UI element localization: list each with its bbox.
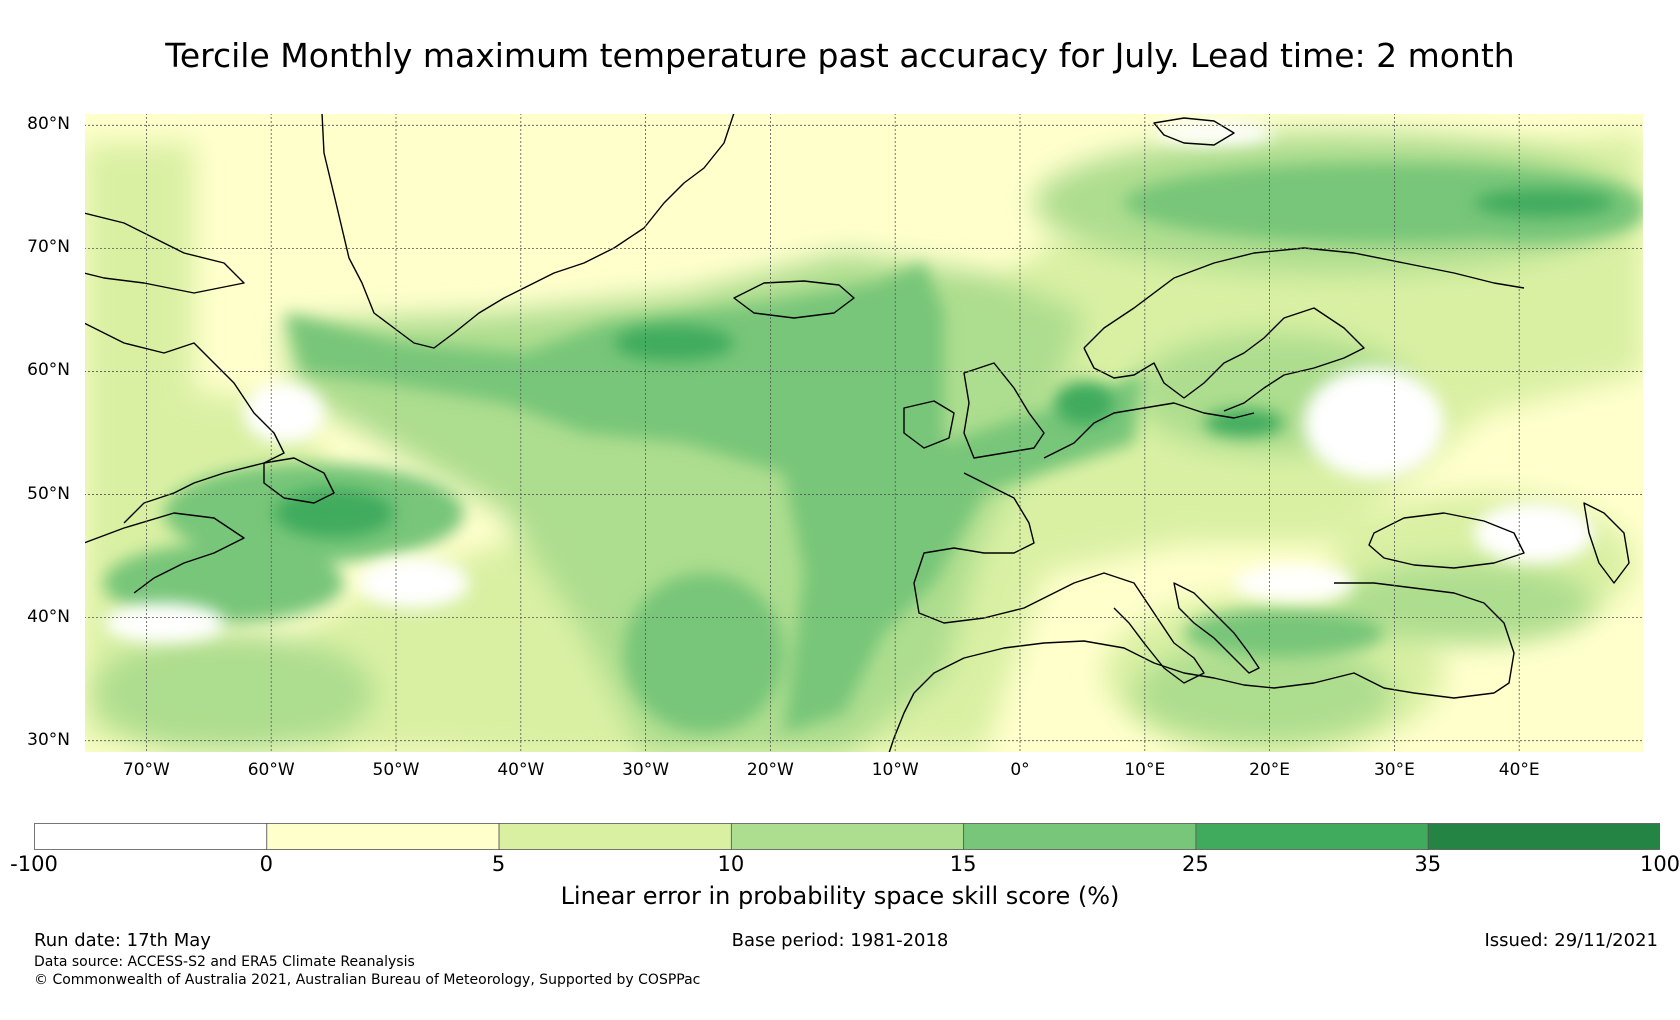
skill-field-negative: [104, 121, 1594, 643]
skill-score-map: [84, 113, 1644, 753]
latitude-label: 70°N: [27, 237, 70, 258]
longitude-label: 70°W: [122, 760, 170, 780]
colorbar-tick-label: 15: [949, 852, 977, 876]
latitude-label: 30°N: [27, 729, 70, 750]
colorbar-cell: [1427, 823, 1660, 850]
europe-coast: [913, 402, 1255, 684]
nova-scotia-coast: [84, 512, 245, 594]
ireland-coast: [903, 400, 955, 449]
colorbar-cell: [1195, 823, 1429, 850]
longitude-label: 40°E: [1498, 760, 1540, 780]
data-source: Data source: ACCESS-S2 and ERA5 Climate …: [34, 954, 415, 970]
latitude-label: 80°N: [27, 114, 70, 135]
longitude-label: 60°W: [247, 760, 295, 780]
latitude-label: 60°N: [27, 360, 70, 381]
graticule: [84, 113, 1644, 753]
map-frame: [84, 113, 1644, 753]
iceland-coast: [733, 280, 855, 319]
colorbar-cell: [498, 823, 732, 850]
longitude-label: 20°E: [1249, 760, 1291, 780]
colorbar-tick-label: 10: [717, 852, 745, 876]
labrador-coast: [84, 322, 285, 524]
colorbar-cell: [963, 823, 1197, 850]
colorbar-tick-label: 100: [1639, 852, 1680, 876]
colorbar-cell: [266, 823, 500, 850]
newfoundland-coast: [263, 457, 335, 504]
longitude-label: 50°W: [372, 760, 420, 780]
colorbar-label: Linear error in probability space skill …: [560, 882, 1120, 910]
map-title: Tercile Monthly maximum temperature past…: [165, 36, 1515, 75]
colorbar-tick-label: 5: [491, 852, 506, 876]
black-sea-coast: [1368, 512, 1525, 569]
latitude-label: 50°N: [27, 483, 70, 504]
longitude-label: 40°W: [497, 760, 545, 780]
greenland-coast: [321, 113, 735, 349]
latitude-label: 40°N: [27, 606, 70, 627]
britain-coast: [963, 362, 1045, 459]
longitude-label: 0°: [1010, 760, 1030, 780]
colorbar-tick-label: 25: [1182, 852, 1209, 876]
longitude-label: 20°W: [746, 760, 794, 780]
baffin-coast: [84, 212, 245, 294]
coastlines: [84, 113, 1630, 753]
colorbar: [34, 823, 1660, 850]
svalbard-coast: [1153, 117, 1235, 146]
colorbar-tick-label: -100: [10, 852, 58, 876]
skill-field-15-25: [104, 163, 1644, 733]
longitude-label: 30°E: [1373, 760, 1415, 780]
longitude-label: 10°E: [1124, 760, 1166, 780]
colorbar-cell: [34, 823, 268, 850]
levant-coast: [1334, 582, 1515, 694]
caspian-coast: [1583, 502, 1630, 584]
colorbar-cell: [730, 823, 965, 850]
copyright: © Commonwealth of Australia 2021, Austra…: [34, 972, 701, 988]
scandinavia-coast: [1083, 247, 1525, 412]
italy-coast: [1173, 582, 1260, 674]
longitude-label: 30°W: [622, 760, 670, 780]
colorbar-tick-label: 0: [259, 852, 273, 876]
africa-coast: [888, 640, 1495, 753]
colorbar-tick-label: 35: [1414, 852, 1442, 876]
longitude-label: 10°W: [871, 760, 919, 780]
issued-date: Issued: 29/11/2021: [1484, 930, 1658, 951]
run-date: Run date: 17th May: [34, 930, 211, 951]
base-period: Base period: 1981-2018: [731, 930, 949, 951]
